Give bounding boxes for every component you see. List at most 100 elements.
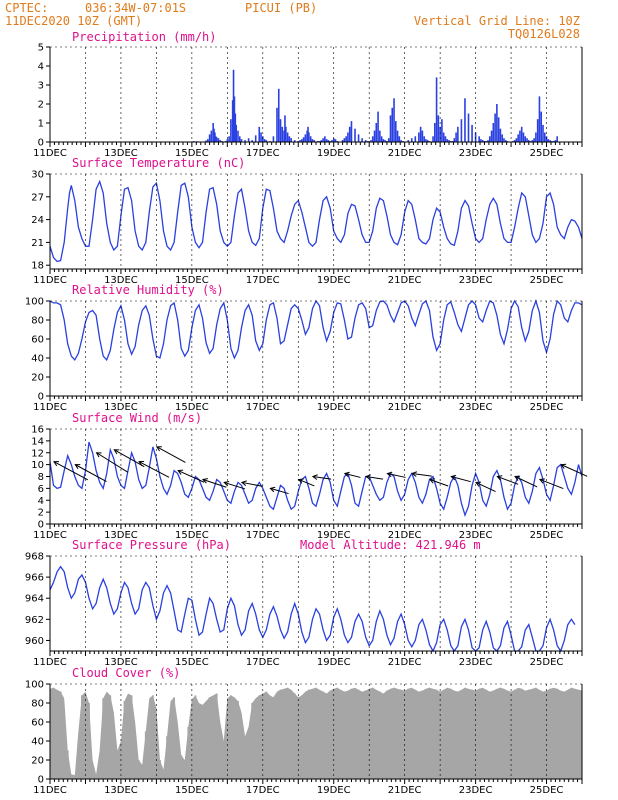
precip-xtick-label: 15DEC [175, 148, 209, 159]
precip-bar [524, 136, 527, 142]
cloud-bar [59, 691, 62, 779]
cloud-bar [414, 689, 417, 779]
precip-bar [503, 138, 505, 142]
pres-ytick-label: 960 [25, 636, 44, 647]
precip-bar [519, 130, 521, 142]
precip-bar [549, 140, 551, 142]
precip-bar [313, 140, 316, 142]
precip-bar [217, 138, 220, 142]
rh-xtick-label: 17DEC [246, 402, 280, 413]
precip-bar [398, 136, 401, 142]
wind-xtick-label: 25DEC [530, 530, 564, 541]
temp-ytick-label: 18 [31, 261, 44, 272]
wind-ytick-label: 8 [38, 472, 44, 483]
wind-vector-head [297, 478, 304, 484]
cloud-bar [166, 736, 168, 779]
precip-bar [522, 132, 525, 142]
pres-ytick-label: 964 [25, 594, 44, 605]
wind-ytick-label: 4 [38, 496, 44, 507]
cloud-bar [499, 687, 502, 779]
precip-bar [419, 126, 422, 142]
precip-bar [455, 132, 457, 142]
cloud-bar [130, 695, 133, 779]
pres-annotation: Model Altitude: 421.946 m [300, 538, 481, 552]
cloud-bar [542, 691, 544, 779]
header-coords: 036:34W-07:01S [85, 1, 186, 15]
cloud-ytick-label: 40 [31, 737, 44, 748]
precip-bar [322, 138, 324, 142]
precip-bar [348, 126, 351, 142]
rh-ytick-label: 100 [25, 297, 44, 308]
precip-xtick-label: 13DEC [104, 148, 138, 159]
precip-bar [343, 138, 346, 142]
cloud-bar [81, 695, 83, 779]
cloud-bar [279, 689, 282, 779]
rh-panel: Relative Humidity (%) 0 20 40 60 80 100 11DEC 13… [25, 283, 583, 413]
temp-title: Surface Temperature (nC) [72, 156, 245, 170]
wind-xtick-label: 17DEC [246, 530, 280, 541]
cloud-bar [258, 695, 261, 779]
precip-bar [281, 126, 284, 142]
precip-xtick-label: 11DEC [33, 148, 67, 159]
precip-bar [513, 140, 516, 142]
precip-bar [457, 126, 459, 142]
temp-xtick-label: 11DEC [33, 275, 67, 286]
rh-xtick-label: 15DEC [175, 402, 209, 413]
precip-bar [277, 88, 280, 142]
wind-vector [344, 473, 361, 478]
precip-bar [395, 121, 397, 142]
precip-bar [421, 130, 424, 142]
cloud-bar [520, 688, 523, 779]
cloud-bar [357, 689, 360, 779]
temp-xtick-label: 15DEC [175, 275, 209, 286]
precip-bar [251, 140, 253, 142]
wind-vector-head [95, 452, 102, 458]
pres-line [49, 565, 576, 653]
cloud-bar [244, 736, 246, 779]
precip-bar [379, 130, 381, 142]
precip-bar [410, 138, 413, 142]
cloud-ytick-label: 100 [25, 680, 44, 691]
cloud-bar [556, 688, 559, 779]
precip-bar [543, 132, 546, 142]
precip-bar [453, 138, 456, 142]
rh-ytick-label: 40 [31, 354, 44, 365]
precip-bar [210, 130, 213, 142]
temp-ytick-label: 27 [31, 192, 44, 203]
precip-xtick-label: 21DEC [388, 148, 422, 159]
cloud-bar [272, 697, 275, 779]
precip-bar [254, 135, 257, 142]
cloud-bar [151, 695, 154, 779]
cloud-bar [471, 689, 473, 779]
header-grid-note: Vertical Grid Line: 10Z [414, 14, 580, 28]
precip-bar [350, 121, 353, 142]
cloud-bar [222, 741, 225, 779]
cloud-xtick-label: 11DEC [33, 785, 67, 796]
precip-bar [262, 136, 264, 142]
cloud-bar [393, 687, 395, 779]
precip-bar [364, 140, 367, 142]
precip-bar [423, 136, 425, 142]
precip-bar [258, 126, 261, 142]
precip-bar [361, 138, 363, 142]
precip-panel: Precipitation (mm/h) 0 1 2 3 4 5 11DEC 13DEC 15DE… [33, 30, 583, 159]
wind-vector [298, 479, 315, 487]
precip-bar [207, 139, 209, 142]
cloud-ytick-label: 80 [31, 699, 44, 710]
cloud-bar [180, 755, 183, 779]
wind-ytick-label: 14 [31, 436, 44, 447]
precip-bar [425, 139, 427, 142]
pres-xtick-label: 15DEC [175, 657, 209, 668]
cloud-bar [478, 688, 481, 779]
precip-bar [234, 113, 237, 142]
wind-vector-head [514, 475, 521, 481]
rh-xtick-label: 19DEC [317, 402, 351, 413]
precip-xtick-label: 17DEC [246, 148, 280, 159]
wind-vector-head [450, 474, 457, 481]
wind-vector [53, 461, 89, 481]
rh-ytick-label: 20 [31, 373, 44, 384]
wind-vector-head [53, 461, 60, 467]
precip-bar [441, 119, 443, 142]
